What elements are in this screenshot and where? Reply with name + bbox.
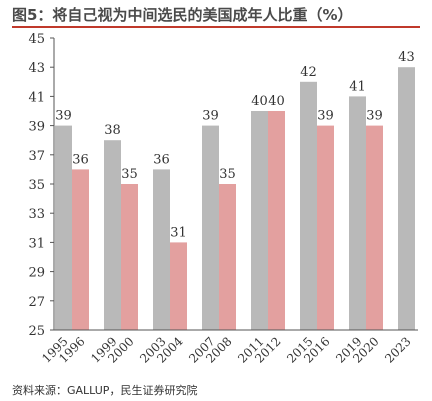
- data-label-2016: 39: [317, 109, 334, 124]
- bar-2020: [366, 125, 383, 330]
- y-tick-label: 37: [28, 149, 45, 164]
- bar-2016: [317, 125, 334, 330]
- y-tick-label: 33: [28, 207, 45, 222]
- bar-1999: [104, 140, 121, 330]
- bar-2012: [268, 111, 285, 330]
- bar-2000: [121, 184, 138, 330]
- bar-2011: [251, 111, 268, 330]
- bar-2019: [349, 96, 366, 331]
- data-label-2003: 36: [153, 152, 170, 167]
- data-label-2023: 43: [398, 50, 415, 65]
- data-label-2000: 35: [121, 167, 138, 182]
- y-tick-label: 29: [28, 266, 45, 281]
- data-label-2011: 40: [251, 94, 268, 109]
- bar-2004: [170, 242, 187, 330]
- bar-2007: [202, 125, 219, 330]
- data-label-2012: 40: [268, 94, 285, 109]
- data-label-2004: 31: [170, 225, 187, 240]
- y-tick-label: 35: [28, 178, 45, 193]
- y-tick-label: 27: [28, 295, 45, 310]
- x-tick-label-2023: 2023: [382, 334, 413, 365]
- data-label-2015: 42: [300, 65, 317, 80]
- y-tick-label: 43: [28, 61, 45, 76]
- chart-title: 图5：将自己视为中间选民的美国成年人比重（%）: [12, 6, 353, 24]
- data-label-2019: 41: [349, 79, 366, 94]
- data-label-1996: 36: [72, 152, 89, 167]
- bar-1995: [55, 125, 72, 330]
- source-note: 资料来源：GALLUP，民生证券研究院: [12, 384, 198, 397]
- y-tick-label: 25: [28, 324, 45, 339]
- data-label-1995: 39: [55, 109, 72, 124]
- y-tick-label: 45: [28, 32, 45, 47]
- title-divider: [12, 26, 420, 28]
- y-tick-label: 39: [28, 120, 45, 135]
- bar-1996: [72, 169, 89, 330]
- data-label-2008: 35: [219, 167, 236, 182]
- bar-2015: [300, 81, 317, 330]
- y-tick-label: 41: [28, 90, 45, 105]
- bar-2023: [398, 67, 415, 330]
- data-label-2007: 39: [202, 109, 219, 124]
- y-tick-label: 31: [28, 236, 45, 251]
- data-label-1999: 38: [104, 123, 121, 138]
- bar-2008: [219, 184, 236, 330]
- bar-chart: 2527293133353739414345391995361996381999…: [28, 32, 418, 366]
- bar-2003: [153, 169, 170, 330]
- data-label-2020: 39: [366, 109, 383, 124]
